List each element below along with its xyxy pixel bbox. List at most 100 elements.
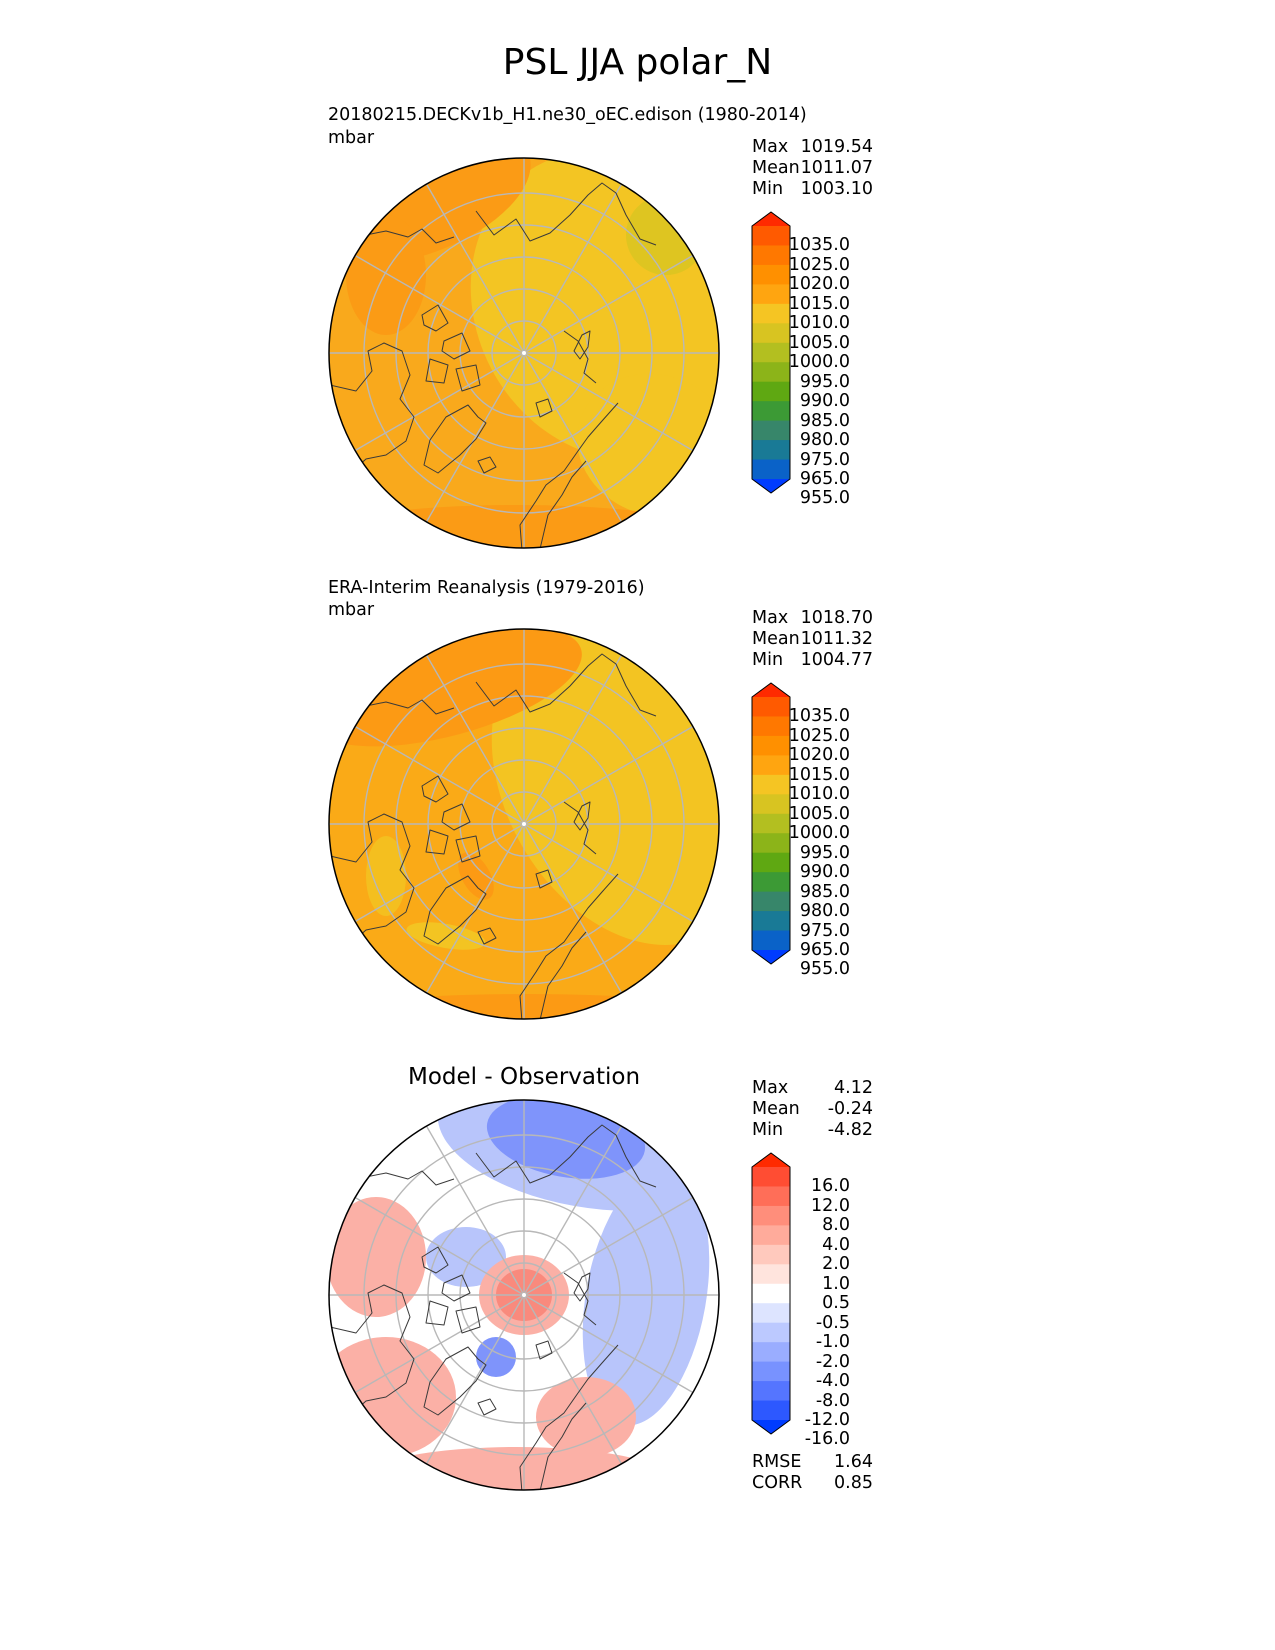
coastline-scandinavia <box>539 460 587 548</box>
north-pole-marker <box>522 1293 526 1297</box>
coastline-kara <box>563 1272 597 1326</box>
meridian-line <box>425 352 525 523</box>
coastline-siberia <box>475 1124 657 1188</box>
colorbar-cells <box>752 212 790 493</box>
colorbar-cell <box>752 245 790 266</box>
colorbar-tick-label: 990.0 <box>799 862 850 883</box>
colorbar-tick-label: 965.0 <box>799 940 850 960</box>
coastline-greenland <box>423 404 487 474</box>
colorbar-cell <box>752 697 790 717</box>
colorbar-cell <box>752 774 790 795</box>
colorbar-outline <box>751 682 791 965</box>
coastline-alaska <box>365 228 455 244</box>
difference-min-label: Min <box>752 1120 784 1140</box>
colorbar-tick-label: 985.0 <box>799 410 850 431</box>
colorbar-tick-label: 975.0 <box>799 449 850 470</box>
meridian-line <box>354 1196 525 1296</box>
test-max-value: 1019.54 <box>800 137 873 157</box>
colorbar-cell <box>752 303 790 324</box>
colorbar-tick-label: 1025.0 <box>788 725 850 746</box>
coastline-canadian-archipelago <box>421 775 481 863</box>
colorbar-cell <box>752 284 790 305</box>
coastline-svalbard <box>535 869 553 889</box>
field-contour-region <box>426 1227 506 1287</box>
colorbar-tick-label: 995.0 <box>799 842 850 863</box>
colorbar-tick-label: 1035.0 <box>788 235 850 256</box>
coastline-svalbard <box>535 398 553 418</box>
coastline-greenland <box>423 1346 487 1416</box>
difference-max-label: Max <box>752 1078 789 1098</box>
test-mean-label: Mean <box>752 158 800 178</box>
reference-max-label: Max <box>752 608 789 628</box>
colorbar-cell <box>752 1400 790 1421</box>
difference-panel-title: Model - Observation <box>408 1064 641 1090</box>
map-boundary <box>328 628 720 1020</box>
difference-min-value: -4.82 <box>827 1120 873 1140</box>
field-contour-region <box>329 505 716 548</box>
colorbar-outline <box>751 211 791 494</box>
colorbar-tick-label: 1015.0 <box>788 293 850 314</box>
colorbar-cell <box>752 323 790 344</box>
colorbar-cell <box>752 1167 790 1187</box>
meridian-line <box>523 654 623 825</box>
reference-max-value: 1018.70 <box>800 608 873 628</box>
meridian-line <box>523 1125 623 1296</box>
colorbar-cell <box>752 1342 790 1363</box>
colorbar-tick-label: 1020.0 <box>788 745 850 766</box>
field-contour-region <box>458 852 494 900</box>
coastline-scandinavia <box>539 931 587 1019</box>
colorbar-tick-label: 985.0 <box>799 881 850 902</box>
meridian-line <box>523 1196 694 1296</box>
test-polar-map <box>328 157 720 549</box>
field-contour-region <box>406 922 486 950</box>
test-panel-units: mbar <box>328 128 375 148</box>
test-min-value: 1003.10 <box>800 179 873 199</box>
colorbar-tick-label: 990.0 <box>799 391 850 412</box>
reference-min-value: 1004.77 <box>800 650 873 670</box>
coastline-novaya-zemlya <box>573 330 591 360</box>
colorbar-tick-label: 1010.0 <box>788 313 850 334</box>
colorbar-outline <box>751 1152 791 1435</box>
colorbar-cell <box>752 794 790 815</box>
colorbar-cell <box>752 852 790 873</box>
colorbar-tick-label: -2.0 <box>815 1351 850 1372</box>
reference-polar-map <box>328 628 720 1020</box>
colorbar-cell <box>752 342 790 363</box>
coastline-iceland <box>477 1398 497 1416</box>
meridian-line <box>523 352 623 523</box>
colorbar-tick-label: 4.0 <box>822 1234 850 1255</box>
colorbar-tick-label: 980.0 <box>799 430 850 451</box>
north-pole-marker <box>522 351 526 355</box>
colorbar-cell <box>752 1186 790 1207</box>
colorbar-cell <box>752 1322 790 1343</box>
colorbar-cell <box>752 833 790 854</box>
colorbar-tick-label: 0.5 <box>822 1293 850 1314</box>
colorbar-cell <box>752 362 790 383</box>
colorbar-tick-label: 965.0 <box>799 469 850 489</box>
colorbar-cell <box>752 1205 790 1226</box>
colorbar-tick-label: 16.0 <box>811 1176 850 1197</box>
reference-panel-units: mbar <box>328 600 375 620</box>
figure-title: PSL JJA polar_N <box>502 42 773 83</box>
colorbar-tick-label: 1005.0 <box>788 332 850 353</box>
meridian-line <box>523 725 694 825</box>
colorbar-tick-label: 955.0 <box>799 959 850 980</box>
meridian-line <box>354 823 525 923</box>
north-pole-marker <box>522 822 526 826</box>
colorbar-cell <box>752 459 790 480</box>
colorbar-tick-label: -0.5 <box>815 1312 850 1333</box>
corr-label: CORR <box>752 1473 803 1493</box>
coastline-alaska <box>365 1170 455 1186</box>
coastline-kara <box>563 330 597 384</box>
colorbar-cell <box>752 1244 790 1265</box>
field-contour-region <box>329 629 582 747</box>
meridian-line <box>523 1294 623 1465</box>
colorbar-cell <box>752 891 790 912</box>
colorbar-cell <box>752 1381 790 1402</box>
test-mean-value: 1011.07 <box>800 158 873 178</box>
colorbar-extend-min <box>752 950 790 964</box>
meridian-line <box>425 1294 525 1465</box>
colorbar-cells <box>752 1153 790 1434</box>
meridian-line <box>523 254 694 354</box>
colorbar-cell <box>752 440 790 461</box>
